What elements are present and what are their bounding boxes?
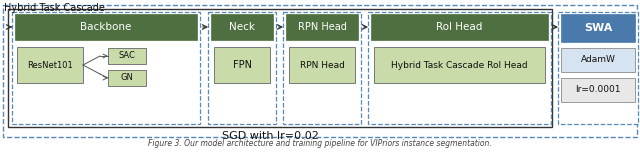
Text: SAC: SAC bbox=[118, 52, 136, 60]
Bar bbox=[8, 9, 552, 127]
Bar bbox=[371, 14, 548, 40]
Text: RPN Head: RPN Head bbox=[300, 60, 344, 69]
Bar bbox=[561, 14, 635, 42]
Bar bbox=[12, 12, 200, 124]
Text: Backbone: Backbone bbox=[80, 22, 132, 32]
Bar bbox=[214, 47, 270, 83]
Text: RoI Head: RoI Head bbox=[436, 22, 482, 32]
Bar bbox=[17, 47, 83, 83]
Text: SWA: SWA bbox=[584, 23, 612, 33]
Text: Hybrid Task Cascade: Hybrid Task Cascade bbox=[4, 3, 105, 13]
Text: lr=0.0001: lr=0.0001 bbox=[575, 85, 621, 95]
Bar bbox=[558, 12, 638, 124]
Bar bbox=[15, 14, 197, 40]
Bar bbox=[561, 78, 635, 102]
Bar bbox=[286, 14, 358, 40]
Bar bbox=[211, 14, 273, 40]
Text: Figure 3. Our model architecture and training pipeline for VIPriors instance seg: Figure 3. Our model architecture and tra… bbox=[148, 139, 492, 148]
Text: GN: GN bbox=[120, 74, 133, 83]
Text: AdamW: AdamW bbox=[580, 55, 616, 64]
Text: SGD with lr=0.02: SGD with lr=0.02 bbox=[221, 131, 319, 141]
Text: FPN: FPN bbox=[232, 60, 252, 70]
Bar bbox=[368, 12, 551, 124]
Bar bbox=[374, 47, 545, 83]
Bar bbox=[561, 48, 635, 72]
Text: Hybrid Task Cascade RoI Head: Hybrid Task Cascade RoI Head bbox=[390, 60, 527, 69]
Text: Neck: Neck bbox=[229, 22, 255, 32]
Bar bbox=[3, 5, 637, 137]
Bar bbox=[289, 47, 355, 83]
Text: ResNet101: ResNet101 bbox=[27, 60, 73, 69]
Bar bbox=[208, 12, 276, 124]
Bar bbox=[283, 12, 361, 124]
Text: RPN Head: RPN Head bbox=[298, 22, 346, 32]
Bar bbox=[108, 70, 146, 86]
Bar bbox=[108, 48, 146, 64]
